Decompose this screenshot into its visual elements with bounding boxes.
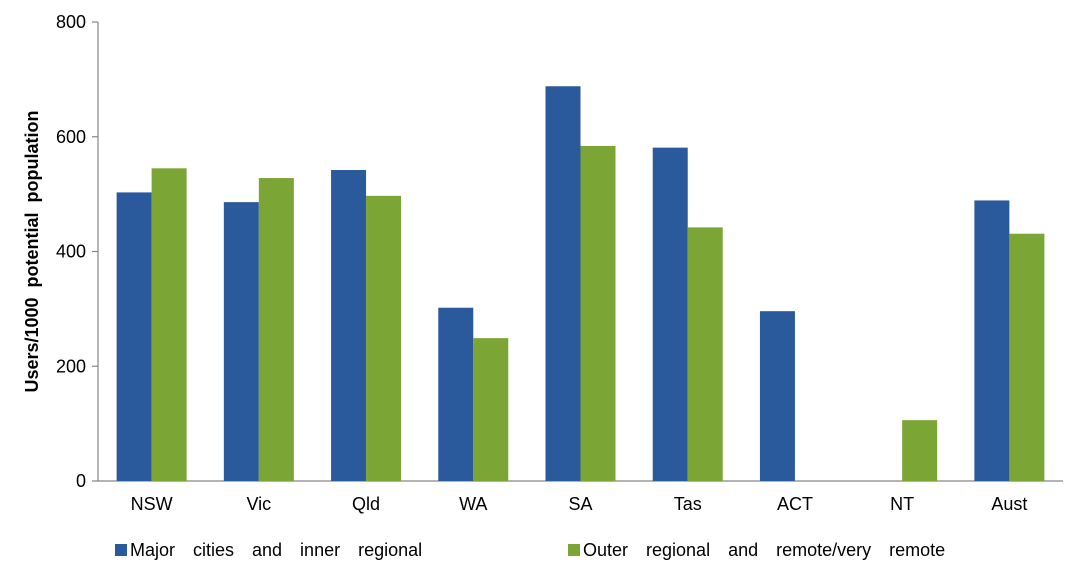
y-tick-label: 0 xyxy=(76,471,86,491)
bar-nsw-series-1 xyxy=(116,192,152,481)
x-tick-label: WA xyxy=(459,494,487,514)
x-tick-label: ACT xyxy=(777,494,813,514)
bar-nsw-series-2 xyxy=(151,168,187,481)
y-tick-label: 200 xyxy=(56,356,86,376)
x-axis: NSW Vic Qld WA SA Tas ACT NT Aust xyxy=(98,480,1063,514)
x-tick-label: NT xyxy=(890,494,914,514)
legend-label-series-1: Major cities and inner regional xyxy=(130,540,422,560)
legend: Major cities and inner regional Outer reg… xyxy=(115,540,945,560)
bar-aust-series-1 xyxy=(974,200,1010,481)
bar-tas-series-2 xyxy=(687,227,723,481)
x-tick-label: NSW xyxy=(131,494,173,514)
bar-wa-series-1 xyxy=(438,307,474,481)
bar-qld-series-2 xyxy=(366,195,402,481)
bar-tas-series-1 xyxy=(652,147,688,481)
bar-wa-series-2 xyxy=(473,338,509,481)
y-tick-label: 600 xyxy=(56,127,86,147)
x-tick-label: Vic xyxy=(246,494,271,514)
y-axis: 0 200 400 600 800 xyxy=(56,12,99,491)
x-tick-label: Tas xyxy=(674,494,702,514)
bar-series-group xyxy=(116,86,1045,481)
bar-sa-series-2 xyxy=(580,145,616,481)
bar-aust-series-2 xyxy=(1009,233,1045,481)
legend-label-series-2: Outer regional and remote/very remote xyxy=(583,540,945,560)
x-tick-label: Aust xyxy=(991,494,1027,514)
bar-vic-series-2 xyxy=(258,178,294,481)
x-tick-label: SA xyxy=(568,494,592,514)
legend-swatch-series-2 xyxy=(568,544,580,556)
y-axis-title: Users/1000 potential population xyxy=(22,110,42,392)
bar-vic-series-1 xyxy=(223,202,259,481)
y-tick-label: 400 xyxy=(56,242,86,262)
bar-act-series-1 xyxy=(759,311,795,481)
bar-sa-series-1 xyxy=(545,86,581,481)
bar-qld-series-1 xyxy=(331,170,367,481)
bar-nt-series-2 xyxy=(902,420,938,481)
legend-swatch-series-1 xyxy=(115,544,127,556)
y-tick-label: 800 xyxy=(56,12,86,32)
x-tick-label: Qld xyxy=(352,494,380,514)
